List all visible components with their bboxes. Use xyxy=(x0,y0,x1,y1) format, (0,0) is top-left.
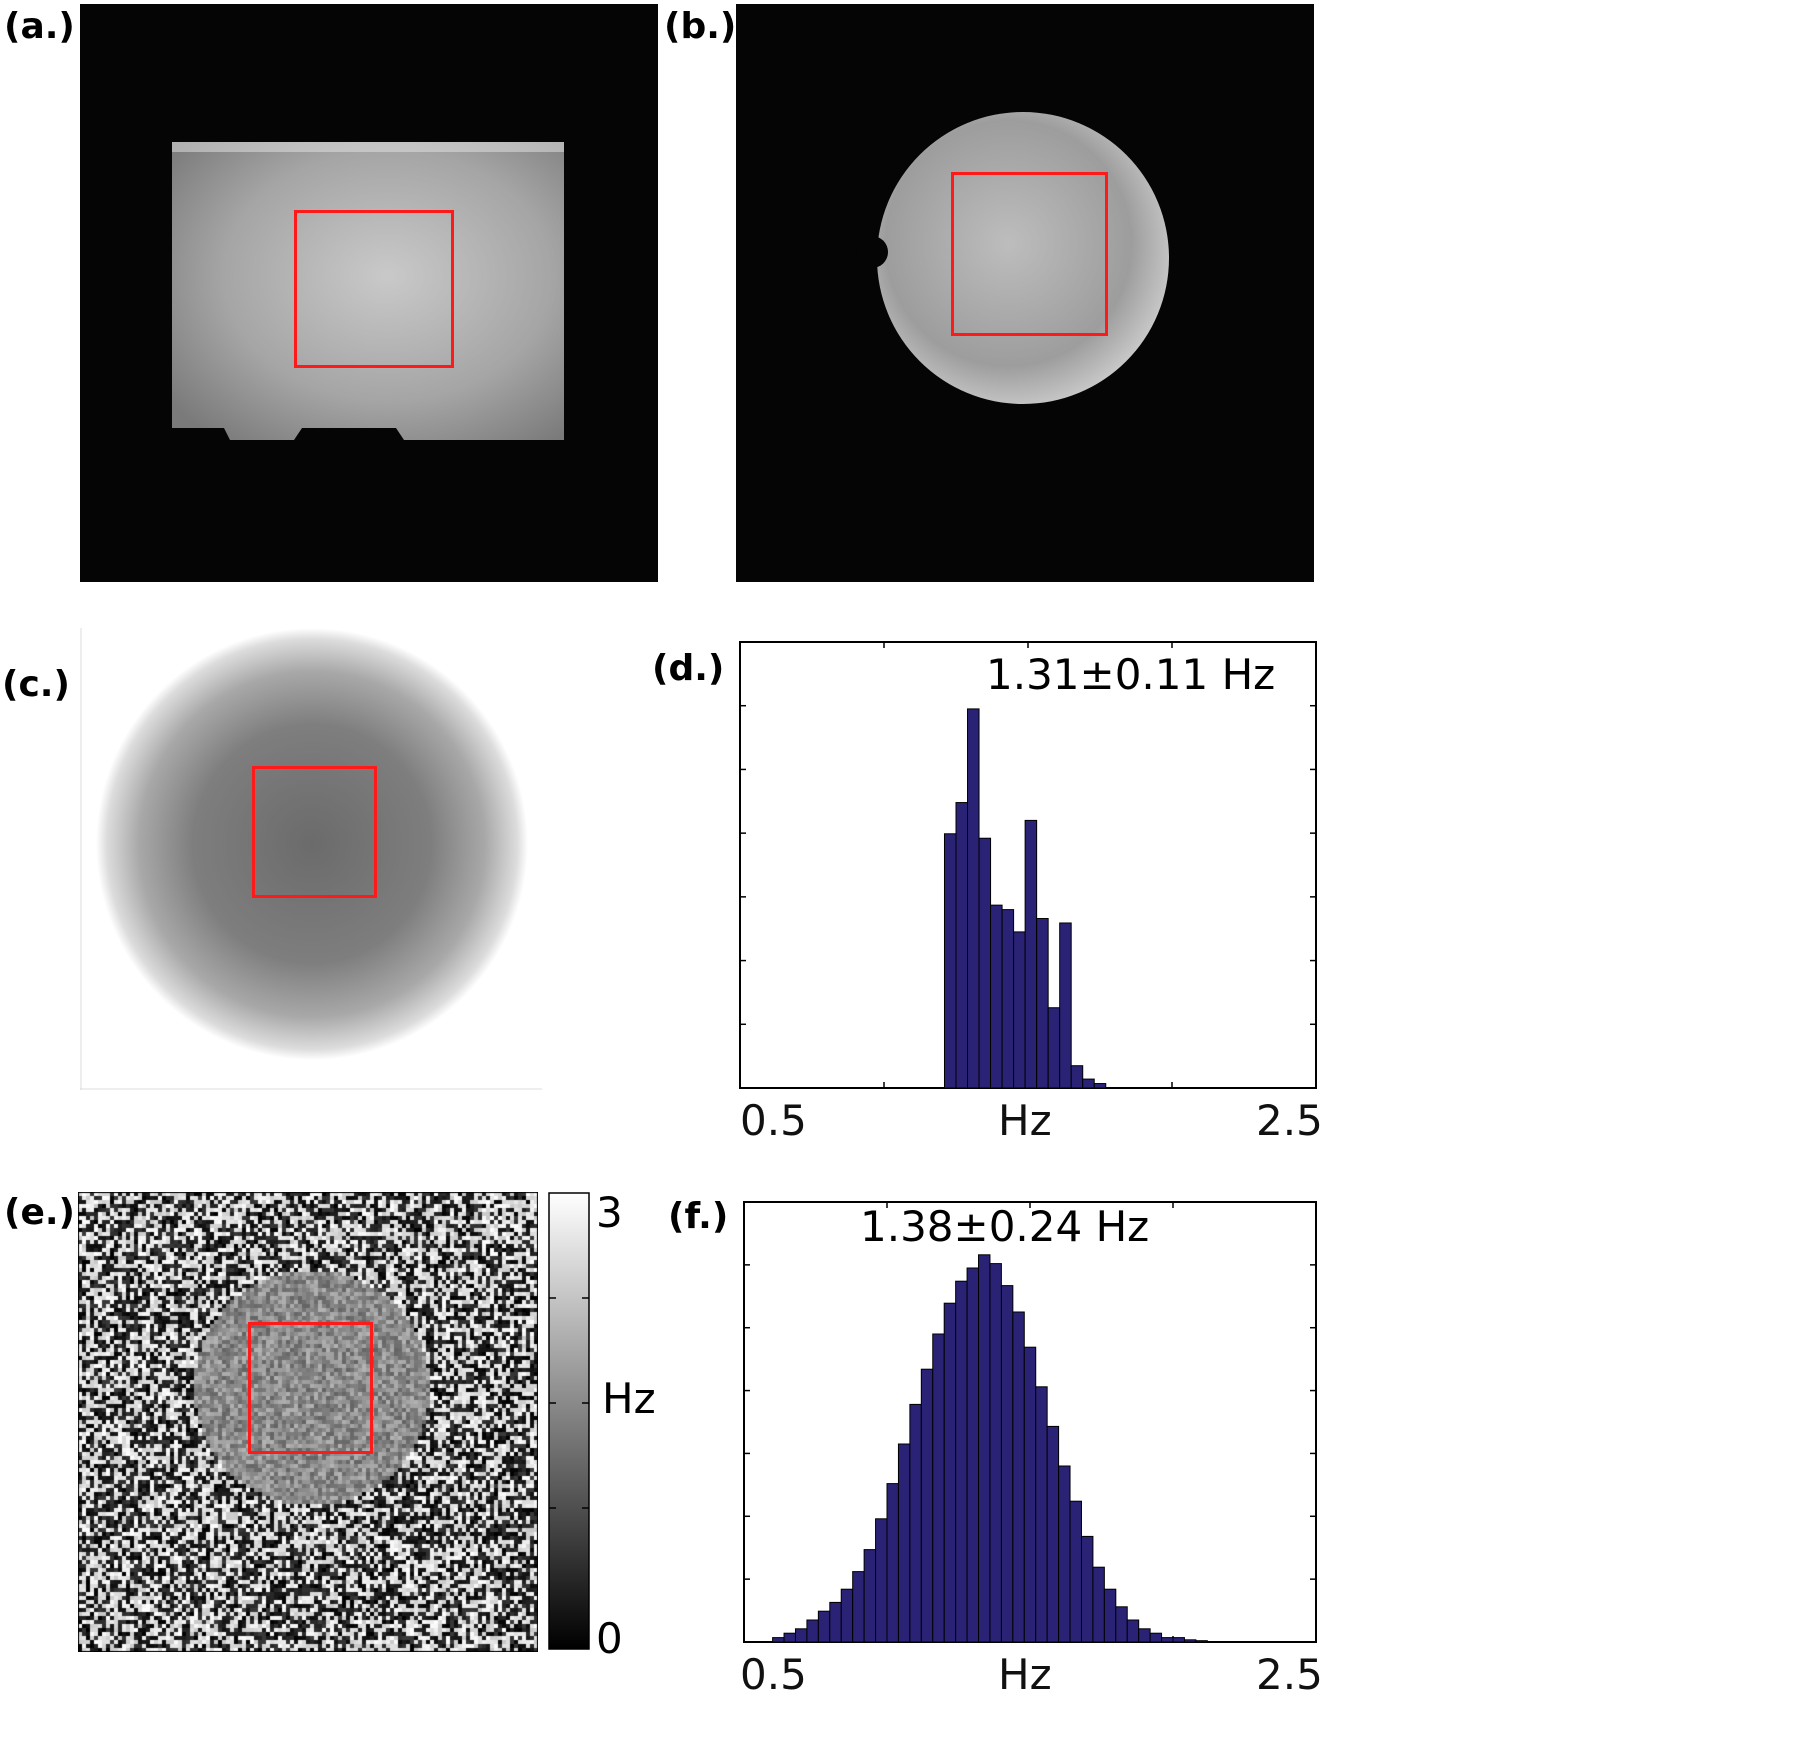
panel-label-d: (d.) xyxy=(652,648,725,689)
colorbar-min-label: 0 xyxy=(596,1614,623,1663)
histogram-d-bar xyxy=(955,802,969,1089)
roi-box-e xyxy=(248,1322,373,1454)
histogram-d-xlabel: Hz xyxy=(998,1096,1052,1145)
histogram-f-bar xyxy=(932,1333,945,1643)
histogram-f-xtick-0: 0.5 xyxy=(740,1650,807,1699)
histogram-f-bar xyxy=(783,1632,796,1643)
colorbar-max-label: 3 xyxy=(596,1188,623,1237)
histogram-f-bar xyxy=(943,1302,957,1643)
histogram-f-annotation: 1.38±0.24 Hz xyxy=(860,1202,1150,1251)
roi-box-a xyxy=(294,210,454,368)
histogram-f-bar xyxy=(806,1619,819,1643)
histogram-f-bar xyxy=(817,1610,831,1643)
histogram-f-bar xyxy=(1115,1606,1128,1643)
histogram-f-bar xyxy=(978,1254,991,1643)
histogram-f-bar xyxy=(1023,1346,1037,1643)
histogram-f-bar xyxy=(955,1280,968,1643)
histogram-f-bar xyxy=(909,1403,922,1643)
panel-label-e: (e.) xyxy=(4,1192,75,1233)
histogram-f-bar xyxy=(829,1601,842,1643)
histogram-f-bar xyxy=(897,1443,911,1643)
histogram-f-bar xyxy=(794,1628,808,1643)
field-map-noisy xyxy=(78,1192,538,1652)
histogram-d-bar xyxy=(1093,1083,1107,1089)
histogram-f-bar xyxy=(1126,1619,1140,1643)
histogram-f-bar xyxy=(1195,1640,1208,1643)
mri-image-square-phantom xyxy=(80,4,658,582)
histogram-f-xtick-2: 2.5 xyxy=(1256,1650,1323,1699)
histogram-f xyxy=(742,1200,1318,1644)
histogram-d-bar xyxy=(967,708,980,1089)
panel-label-a: (a.) xyxy=(4,6,75,47)
histogram-f-bar xyxy=(1138,1628,1151,1643)
histogram-f-bar xyxy=(1012,1311,1025,1643)
histogram-d-bar xyxy=(1001,909,1015,1089)
histogram-f-bar xyxy=(1149,1632,1163,1643)
histogram-f-bar xyxy=(875,1518,888,1643)
panel-label-c: (c.) xyxy=(2,664,70,705)
histogram-f-bar xyxy=(1172,1637,1185,1643)
histogram-d xyxy=(738,640,1318,1090)
histogram-f-bar xyxy=(1103,1588,1117,1643)
histogram-d-bar xyxy=(1024,819,1038,1089)
histogram-f-bar xyxy=(1080,1535,1094,1643)
histogram-f-bar xyxy=(989,1263,1002,1643)
histogram-d-xtick-0: 0.5 xyxy=(740,1096,807,1145)
histogram-f-bar xyxy=(1161,1637,1174,1643)
histogram-f-bar xyxy=(1046,1425,1060,1643)
histogram-d-bar xyxy=(1059,922,1072,1089)
histogram-f-bar xyxy=(920,1368,934,1643)
histogram-d-bar xyxy=(1082,1078,1095,1089)
roi-box-c xyxy=(252,766,377,898)
histogram-f-bar xyxy=(863,1549,877,1643)
mri-image-disk-phantom xyxy=(736,4,1314,582)
histogram-f-bar xyxy=(966,1267,980,1643)
histogram-d-bar xyxy=(1036,918,1049,1089)
histogram-f-bar xyxy=(1183,1639,1197,1643)
colorbar xyxy=(548,1192,592,1652)
histogram-d-bar xyxy=(943,833,957,1089)
histogram-d-annotation: 1.31±0.11 Hz xyxy=(986,650,1276,699)
histogram-f-bar xyxy=(852,1571,865,1643)
histogram-d-bar xyxy=(990,904,1003,1089)
histogram-d-bar xyxy=(1013,931,1026,1089)
histogram-d-bar xyxy=(1070,1065,1084,1089)
histogram-f-bar xyxy=(886,1483,899,1643)
roi-box-b xyxy=(951,172,1108,336)
histogram-f-bar xyxy=(1092,1566,1105,1643)
panel-label-b: (b.) xyxy=(664,6,737,47)
histogram-f-xlabel: Hz xyxy=(998,1650,1052,1699)
histogram-f-bar xyxy=(1000,1285,1014,1643)
histogram-f-bar xyxy=(840,1588,854,1643)
histogram-d-bar xyxy=(1047,1007,1061,1089)
histogram-f-bar xyxy=(1035,1386,1048,1643)
colorbar-unit-label: Hz xyxy=(602,1374,656,1423)
histogram-f-bar xyxy=(772,1637,785,1643)
histogram-f-bar xyxy=(1069,1500,1082,1643)
panel-label-f: (f.) xyxy=(668,1196,729,1237)
histogram-f-bar xyxy=(1058,1465,1071,1643)
histogram-d-xtick-2: 2.5 xyxy=(1256,1096,1323,1145)
field-map-smooth xyxy=(80,628,542,1090)
histogram-d-bar xyxy=(978,837,992,1089)
